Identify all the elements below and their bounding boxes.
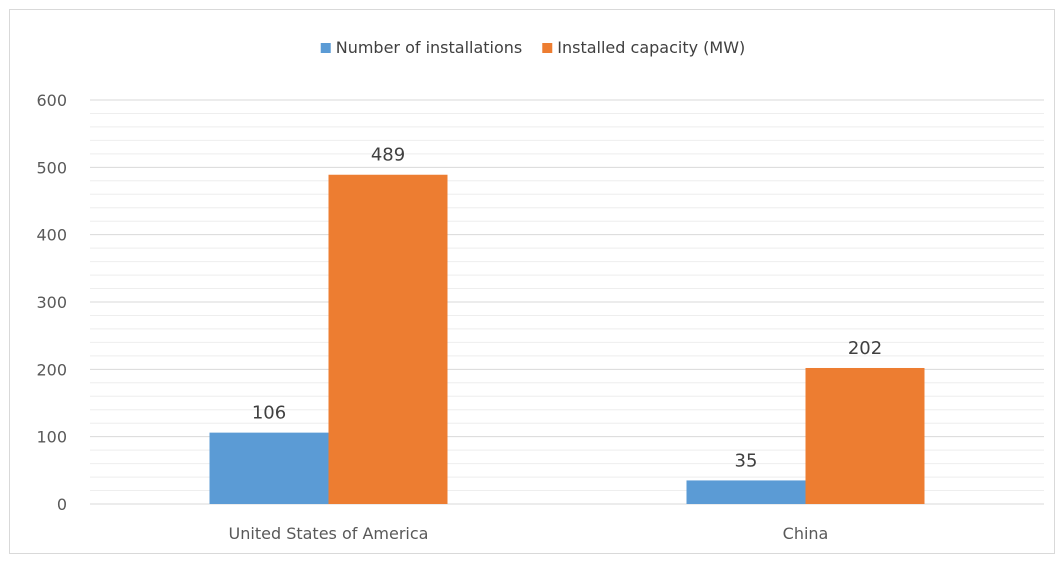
y-axis: 0 100 200 300 400 500 600 [36, 91, 67, 514]
data-label: 35 [735, 450, 758, 471]
category-label: United States of America [229, 524, 429, 543]
bar [209, 432, 329, 504]
legend-label: Number of installations [336, 38, 523, 57]
data-labels: 106 489 35 202 [252, 145, 882, 472]
y-tick-label: 0 [57, 495, 67, 514]
bar [805, 367, 925, 504]
data-label: 106 [252, 403, 286, 424]
y-tick-label: 200 [36, 360, 67, 379]
legend: Number of installations Installed capacit… [320, 38, 745, 57]
y-tick-label: 300 [36, 293, 67, 312]
y-tick-label: 500 [36, 158, 67, 177]
legend-swatch [542, 43, 553, 53]
x-axis: United States of America China [229, 524, 829, 543]
bar-chart: 0 100 200 300 400 500 600 106 489 35 202 United S… [36, 38, 1044, 543]
y-tick-label: 100 [36, 428, 67, 447]
bar [686, 480, 806, 504]
bar [328, 174, 448, 505]
bars [209, 174, 925, 505]
data-label: 202 [848, 338, 882, 359]
y-tick-label: 400 [36, 226, 67, 245]
legend-swatch [320, 43, 331, 53]
y-tick-label: 600 [36, 91, 67, 110]
category-label: China [783, 524, 829, 543]
gridlines [90, 99, 1044, 505]
legend-label: Installed capacity (MW) [557, 38, 745, 57]
data-label: 489 [371, 145, 405, 166]
chart-frame: 0 100 200 300 400 500 600 106 489 35 202 United S… [9, 9, 1055, 554]
